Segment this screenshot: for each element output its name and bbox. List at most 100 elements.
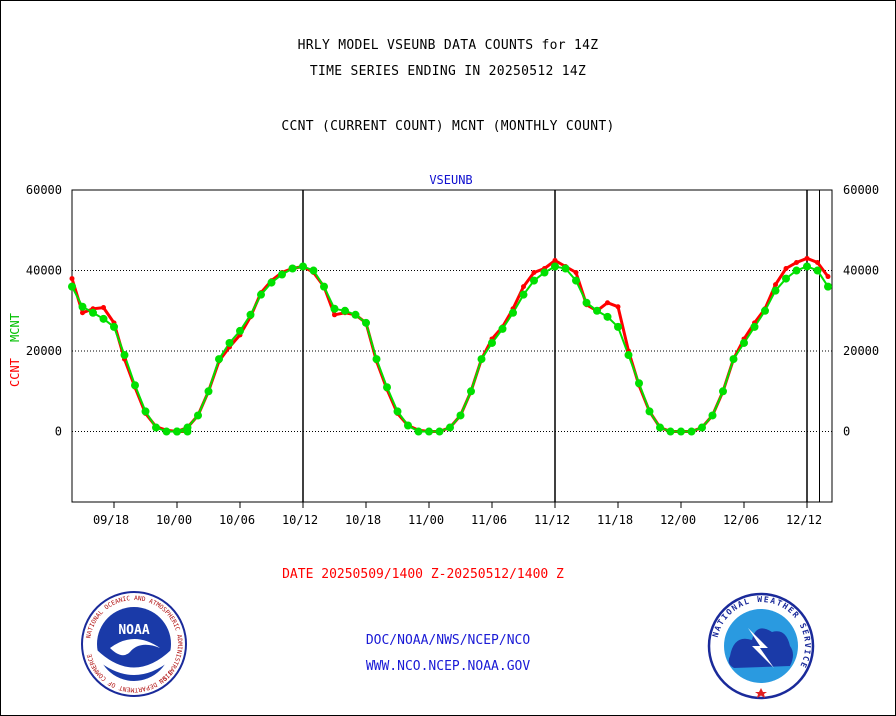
data-point-mcnt [624,351,633,360]
data-point-mcnt [540,268,549,277]
data-point-mcnt [204,387,213,396]
data-point-mcnt [761,306,769,315]
data-point-mcnt [299,262,307,271]
data-point-mcnt [110,322,118,331]
x-tick-label: 12/12 [786,513,822,527]
data-point-mcnt [687,427,696,436]
y-tick-label-right: 0 [843,425,850,439]
data-point-mcnt [509,308,517,317]
station-label: VSEUNB [429,173,472,187]
series-line-ccnt [70,256,830,433]
nws-logo: NATIONAL WEATHER SERVICE [707,592,815,700]
data-point-mcnt [425,427,433,436]
data-point-mcnt [729,355,738,364]
x-tick-label: 12/00 [660,513,696,527]
data-point-ccnt [773,282,778,288]
data-point-mcnt [530,276,538,285]
data-point-mcnt [141,407,150,416]
y-tick-label-right: 20000 [843,344,879,358]
data-point-mcnt [645,407,654,416]
data-point-mcnt [771,286,780,295]
x-tick-label: 11/12 [534,513,570,527]
data-point-mcnt [215,355,223,364]
data-point-mcnt [603,312,612,321]
data-point-ccnt [531,270,537,276]
data-point-mcnt [362,318,370,327]
data-point-ccnt [605,300,610,306]
noaa-logo: NOAA NATIONAL OCEANIC AND ATMOSPHERIC AD… [81,591,187,697]
y-tick-label-left: 40000 [26,264,62,278]
data-point-mcnt [477,355,486,364]
x-tick-label: 10/06 [219,513,255,527]
data-point-mcnt [698,423,706,432]
data-point-mcnt [194,411,202,420]
data-point-mcnt [561,264,570,273]
plot-area-border [71,189,833,503]
data-point-mcnt [320,282,328,291]
data-point-mcnt [824,282,832,291]
data-point-ccnt [804,255,810,261]
data-point-mcnt [99,314,108,323]
y-tick-label-left: 60000 [26,183,62,197]
data-point-mcnt [246,310,255,319]
data-point-mcnt [782,274,790,283]
data-point-mcnt [803,262,811,271]
data-point-mcnt [582,298,591,307]
data-point-ccnt [101,305,106,311]
data-point-mcnt [383,383,391,392]
data-point-mcnt [351,310,360,319]
data-point-mcnt [551,262,559,271]
data-point-mcnt [446,423,454,432]
x-tick-label: 11/18 [597,513,633,527]
data-point-ccnt [615,304,621,310]
data-point-mcnt [89,308,97,317]
data-point-mcnt [309,266,318,275]
data-point-mcnt [278,270,286,279]
svg-text:NOAA: NOAA [118,623,149,638]
data-point-mcnt [719,387,727,396]
data-point-mcnt [666,427,675,436]
data-point-mcnt [435,427,444,436]
data-point-mcnt [750,322,759,331]
data-point-ccnt [332,312,337,318]
y-tick-label-left: 0 [55,425,62,439]
data-point-mcnt [78,302,87,311]
data-point-mcnt [572,276,580,285]
legend-description: CCNT (CURRENT COUNT) MCNT (MONTHLY COUNT… [281,119,615,134]
data-point-ccnt [794,259,799,265]
data-point-mcnt [792,266,801,275]
x-tick-label: 10/18 [345,513,381,527]
data-point-mcnt [635,379,643,388]
x-tick-label: 10/12 [282,513,318,527]
data-point-mcnt [372,355,381,364]
data-point-mcnt [267,278,276,287]
data-point-mcnt [656,423,664,432]
data-point-mcnt [393,407,402,416]
data-point-mcnt [813,266,822,275]
data-point-mcnt [236,326,244,335]
data-point-mcnt [131,381,139,390]
chart-title-line-2: TIME SERIES ENDING IN 20250512 14Z [309,64,587,79]
data-point-mcnt [519,290,528,299]
footer-link-website[interactable]: WWW.NCO.NCEP.NOAA.GOV [365,659,531,674]
data-point-ccnt [552,257,558,263]
data-point-mcnt [593,306,601,315]
data-point-ccnt [783,266,789,272]
x-tick-label: 09/18 [93,513,129,527]
x-tick-label: 10/00 [156,513,192,527]
data-point-mcnt [404,421,412,430]
x-tick-label: 11/06 [471,513,507,527]
data-point-mcnt [330,304,339,313]
data-point-ccnt [521,284,526,290]
x-tick-label: 12/06 [723,513,759,527]
footer-link-org-path[interactable]: DOC/NOAA/NWS/NCEP/NCO [365,633,531,648]
x-tick-label: 11/00 [408,513,444,527]
series-line-mcnt [71,265,829,433]
data-point-ccnt [825,274,831,280]
data-point-mcnt [488,338,496,347]
data-point-mcnt [225,338,234,347]
data-point-mcnt [288,264,297,273]
data-point-mcnt [173,427,181,436]
data-point-mcnt [614,322,622,331]
